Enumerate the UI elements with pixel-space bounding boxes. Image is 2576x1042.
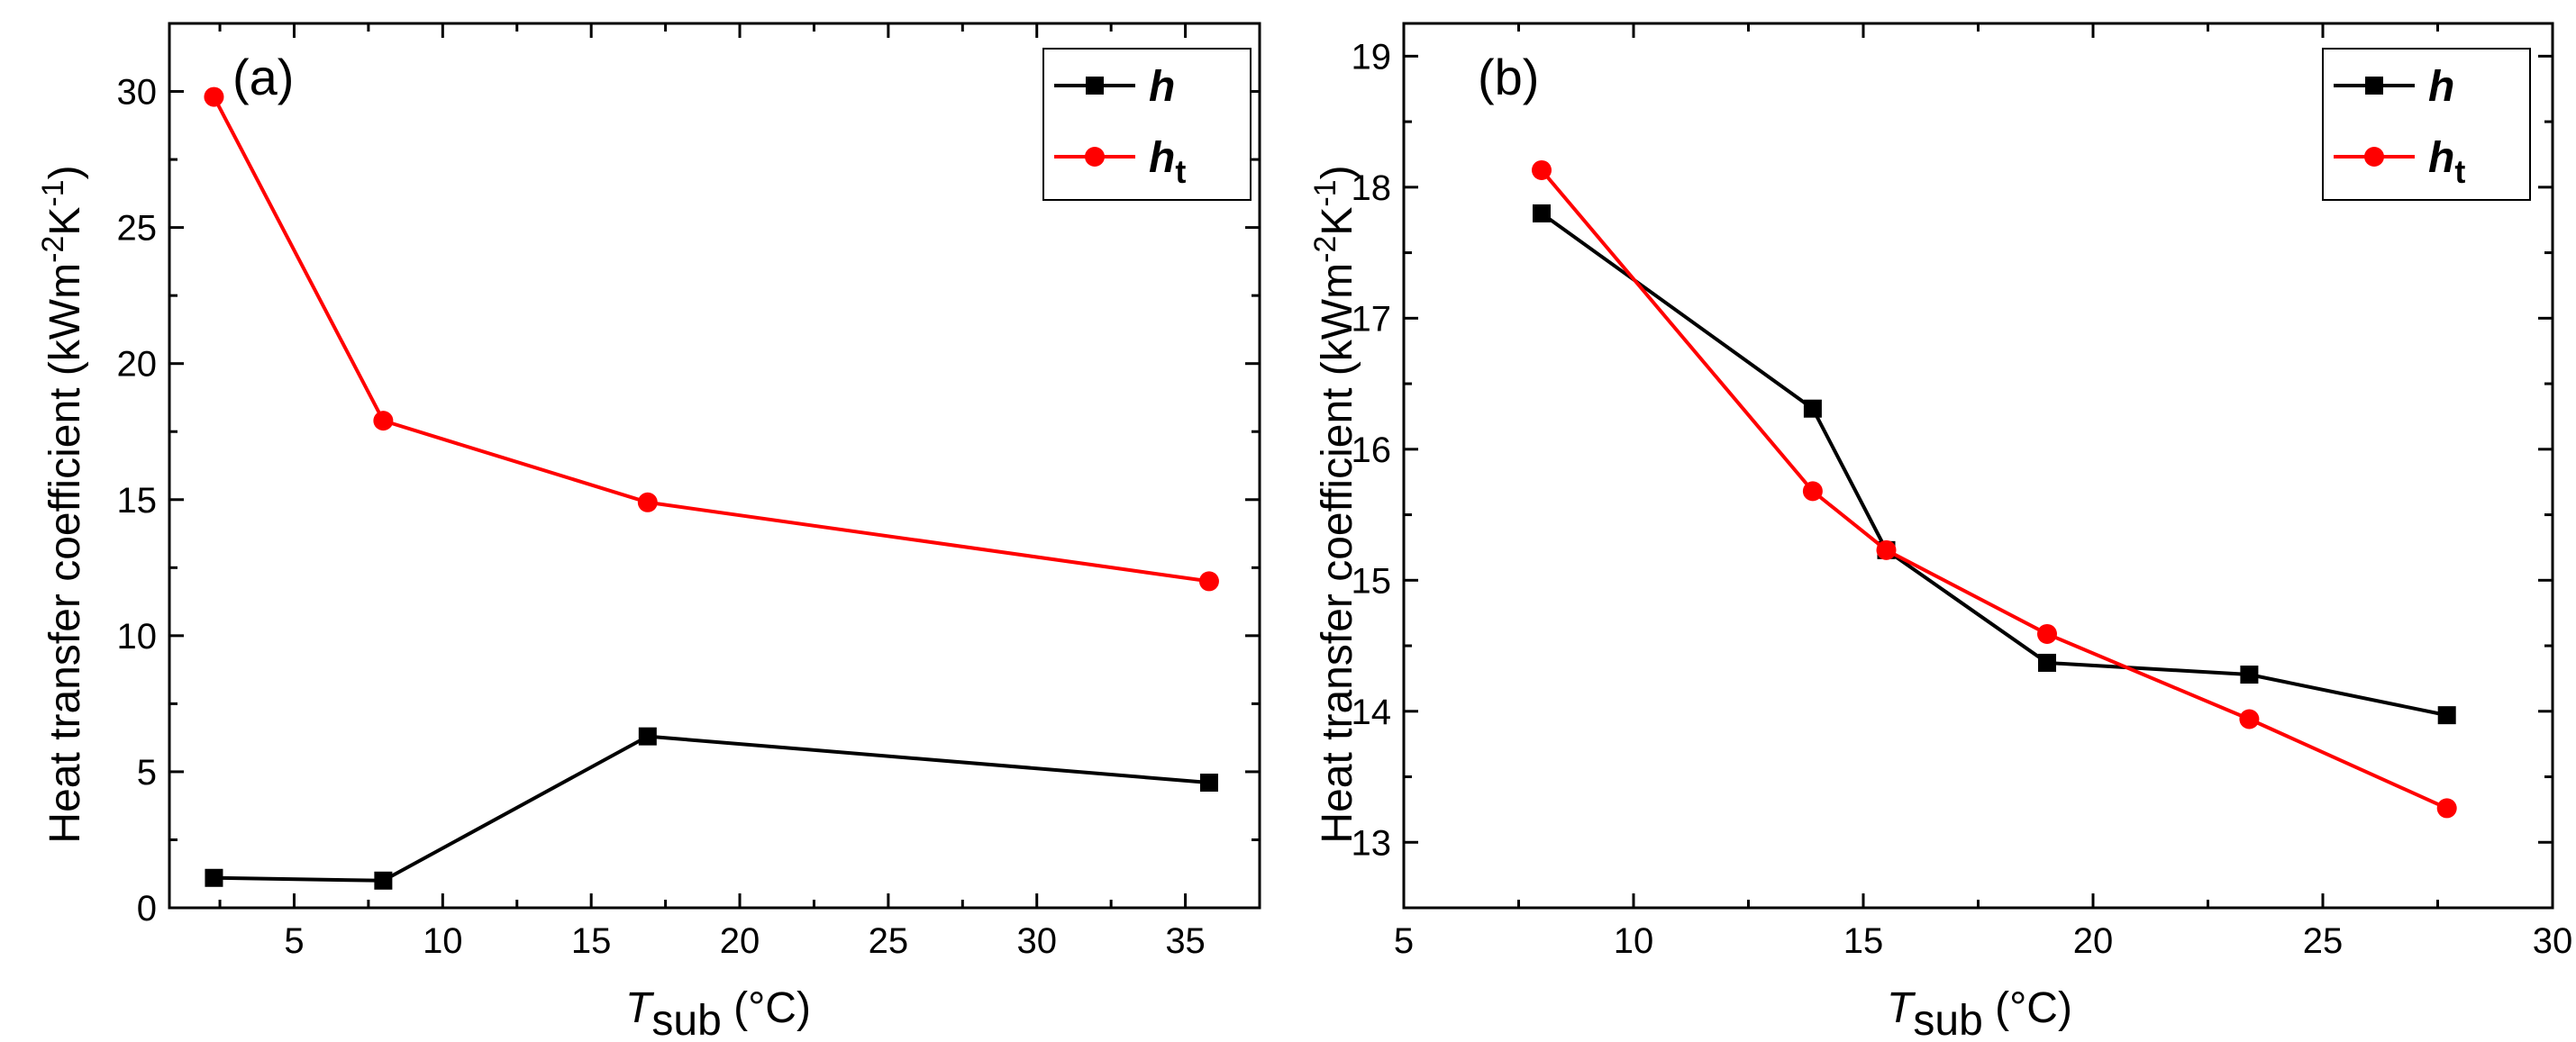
y-axis-title-a-prefix: Heat transfer coefficient (kWm xyxy=(41,263,89,844)
legend-label-ht-a-sub: t xyxy=(1175,153,1186,190)
y-axis-title-b: Heat transfer coefficient (kWm-2K-1) xyxy=(1308,165,1361,843)
data-point-ht-a xyxy=(204,86,224,107)
data-point-ht-a xyxy=(637,492,658,512)
x-tick-label-a: 35 xyxy=(1165,921,1206,961)
x-tick-label-a: 30 xyxy=(1016,921,1057,961)
y-tick-label-a: 20 xyxy=(117,345,158,385)
x-axis-title-a-main: T xyxy=(625,984,655,1032)
series-line-h-b xyxy=(1540,212,2448,718)
x-tick-label-a: 15 xyxy=(571,921,612,961)
legend-marker-ht-b xyxy=(2364,147,2384,167)
x-tick-label-b: 10 xyxy=(1614,921,1654,961)
data-point-h-b xyxy=(2240,666,2259,684)
series-layer-a xyxy=(204,86,1219,890)
data-point-h-b xyxy=(2038,653,2056,672)
data-point-ht-a xyxy=(373,411,394,431)
y-tick-label-b: 18 xyxy=(1352,168,1392,208)
chart-panel-a: 5 10 15 20 25 30 35 0 5 10 15 20 25 30 (a) Heat trans… xyxy=(36,22,1261,1042)
y-axis-title-b-suffix: ) xyxy=(1314,165,1361,179)
y-tick-label-b: 16 xyxy=(1352,430,1392,470)
data-point-ht-a xyxy=(1198,571,1219,592)
panel-label-a: (a) xyxy=(232,49,294,105)
legend-marker-ht-a xyxy=(1085,147,1105,167)
y-axis-title-b-exp2: -1 xyxy=(1308,179,1343,206)
legend-label-ht-a: ht xyxy=(1149,134,1186,190)
series-line-h-a xyxy=(214,734,1210,883)
y-tick-label-a: 5 xyxy=(137,753,157,793)
y-tick-label-a: 15 xyxy=(117,481,158,521)
x-axis-title-b-unit: (°C) xyxy=(1983,984,2072,1032)
chart-panel-b: 5 10 15 20 25 30 13 14 15 16 17 18 19 (b) Heat trans… xyxy=(1308,22,2573,1042)
data-point-ht-b xyxy=(1876,539,1897,560)
x-tick-label-a: 25 xyxy=(869,921,909,961)
legend-a: h ht xyxy=(1042,48,1252,201)
y-tick-label-b: 14 xyxy=(1352,693,1392,732)
panel-label-b: (b) xyxy=(1478,49,1539,105)
x-axis-title-b-sub: sub xyxy=(1913,997,1982,1042)
y-axis-title-a-suffix: ) xyxy=(41,165,89,179)
data-point-ht-b xyxy=(2239,709,2260,729)
legend-marker-h-b xyxy=(2365,77,2383,95)
y-tick-label-a: 30 xyxy=(117,73,158,113)
legend-label-ht-b: ht xyxy=(2428,134,2465,190)
data-point-h-b xyxy=(2437,706,2456,725)
data-point-h-b xyxy=(1533,204,1551,222)
legend-marker-h-a xyxy=(1086,77,1104,95)
x-tick-label-a: 5 xyxy=(284,921,304,961)
y-tick-label-a: 0 xyxy=(137,889,157,929)
x-tick-label-b: 20 xyxy=(2073,921,2114,961)
x-axis-title-a-sub: sub xyxy=(651,997,721,1042)
y-tick-label-a: 10 xyxy=(117,617,158,657)
data-point-h-b xyxy=(1803,399,1822,418)
y-tick-label-b: 19 xyxy=(1352,37,1392,77)
y-tick-label-b: 17 xyxy=(1352,299,1392,339)
y-axis-title-a-exp2: -1 xyxy=(36,179,70,206)
x-tick-label-a: 10 xyxy=(423,921,463,961)
data-point-h-a xyxy=(638,727,657,746)
data-point-h-a xyxy=(1199,774,1218,793)
data-point-ht-b xyxy=(2037,623,2057,644)
plot-area-a xyxy=(168,22,1261,910)
y-axis-title-a-mid: K xyxy=(41,207,89,236)
x-tick-label-b: 5 xyxy=(1394,921,1414,961)
legend-label-h-b: h xyxy=(2428,63,2454,111)
x-tick-label-b: 25 xyxy=(2303,921,2344,961)
y-axis-title-a-exp1: -2 xyxy=(36,236,70,263)
x-axis-title-b: Tsub (°C) xyxy=(1887,984,2072,1042)
legend-label-ht-b-sub: t xyxy=(2454,153,2465,190)
ticks-layer-a: 5 10 15 20 25 30 35 0 5 10 15 20 25 30 xyxy=(117,22,1261,961)
series-layer-b xyxy=(1532,159,2457,819)
y-axis-title-a: Heat transfer coefficient (kWm-2K-1) xyxy=(36,165,89,843)
plot-frame-a xyxy=(168,22,1261,910)
legend-label-ht-b-main: h xyxy=(2428,134,2454,182)
x-axis-title-a: Tsub (°C) xyxy=(625,984,811,1042)
y-tick-label-b: 15 xyxy=(1352,561,1392,601)
data-point-ht-b xyxy=(2436,798,2457,819)
x-tick-label-b: 30 xyxy=(2533,921,2573,961)
data-point-h-a xyxy=(374,871,393,890)
data-point-h-a xyxy=(205,868,223,887)
y-tick-label-a: 25 xyxy=(117,209,158,249)
series-line-ht-a xyxy=(212,95,1210,584)
legend-label-h-a: h xyxy=(1149,63,1175,111)
ticks-layer-b: 5 10 15 20 25 30 13 14 15 16 17 18 19 xyxy=(1352,23,2573,961)
data-point-ht-b xyxy=(1532,159,1552,180)
legend-label-ht-a-main: h xyxy=(1149,134,1175,182)
x-tick-label-a: 20 xyxy=(720,921,760,961)
x-tick-label-b: 15 xyxy=(1843,921,1884,961)
series-line-ht-b xyxy=(1540,168,2448,811)
y-axis-title-b-prefix: Heat transfer coefficient (kWm xyxy=(1314,263,1361,844)
legend-b: h ht xyxy=(2322,48,2531,201)
y-axis-title-b-mid: K xyxy=(1314,207,1361,236)
y-axis-title-b-exp1: -2 xyxy=(1308,236,1343,263)
legend-box-b xyxy=(2322,48,2531,201)
x-axis-title-b-main: T xyxy=(1887,984,1916,1032)
legend-box-a xyxy=(1042,48,1252,201)
data-point-ht-b xyxy=(1802,481,1823,502)
y-tick-label-b: 13 xyxy=(1352,823,1392,863)
x-axis-title-a-unit: (°C) xyxy=(722,984,811,1032)
